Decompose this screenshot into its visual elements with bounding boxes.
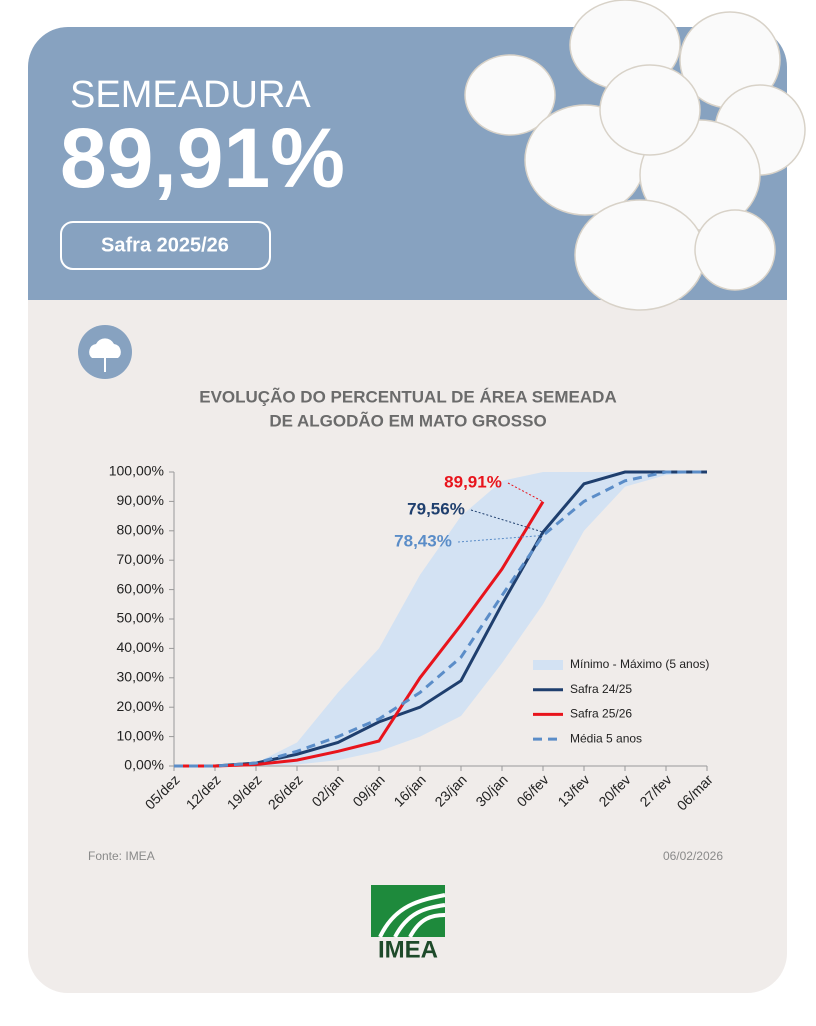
y-tick-label: 50,00% xyxy=(117,610,164,626)
series-line xyxy=(174,470,707,768)
y-tick-label: 60,00% xyxy=(117,580,164,596)
y-tick-label: 70,00% xyxy=(117,551,164,567)
chart-title: EVOLUÇÃO DO PERCENTUAL DE ÁREA SEMEADA xyxy=(199,386,616,406)
y-tick-label: 0,00% xyxy=(124,757,164,773)
y-tick-label: 20,00% xyxy=(117,698,164,714)
logo-text: IMEA xyxy=(378,936,438,963)
header-value: 89,91% xyxy=(60,111,345,205)
cotton-icon xyxy=(78,325,132,379)
season-pill xyxy=(60,221,271,270)
y-tick-label: 10,00% xyxy=(117,727,164,743)
data-label: 89,91% xyxy=(444,472,502,491)
legend-label: Mínimo - Máximo (5 anos) xyxy=(570,657,709,671)
leader-line xyxy=(507,482,544,503)
source: Fonte: IMEA xyxy=(88,849,155,863)
header-label: SEMEADURA xyxy=(70,74,311,116)
min-max-band xyxy=(174,472,707,766)
legend-swatch xyxy=(533,660,563,670)
date: 06/02/2026 xyxy=(663,849,723,863)
legend-label: Média 5 anos xyxy=(570,731,642,745)
y-tick-label: 40,00% xyxy=(117,639,164,655)
legend-label: Safra 24/25 xyxy=(570,682,632,696)
legend-label: Safra 25/26 xyxy=(570,707,632,721)
y-tick-label: 80,00% xyxy=(117,522,164,538)
data-label: 78,43% xyxy=(394,531,452,550)
season-label: Safra 2025/26 xyxy=(101,234,229,256)
data-label: 79,56% xyxy=(407,499,465,518)
y-tick-label: 90,00% xyxy=(117,492,164,508)
y-tick-label: 100,00% xyxy=(109,463,164,479)
chart-title: DE ALGODÃO EM MATO GROSSO xyxy=(269,410,546,430)
leader-line xyxy=(470,509,544,533)
y-tick-label: 30,00% xyxy=(117,669,164,685)
logo: IMEA xyxy=(371,885,446,963)
cotton-image xyxy=(464,0,806,311)
series-line xyxy=(174,470,707,768)
